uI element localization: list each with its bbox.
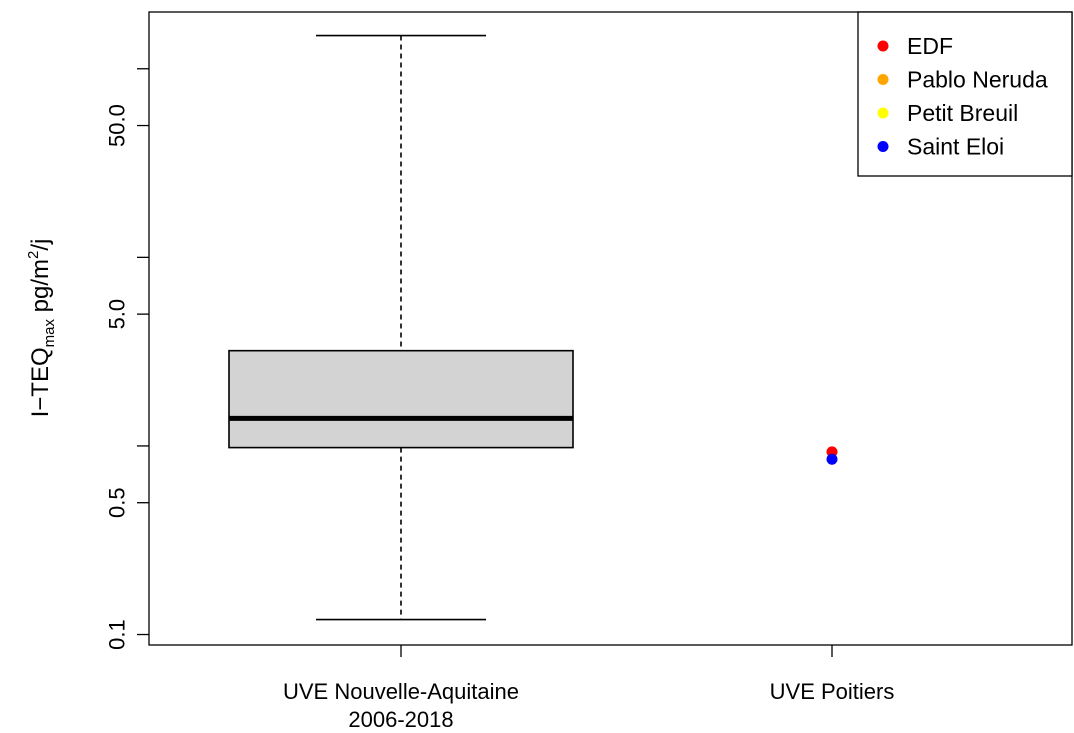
y-tick-label-1: 0.5 xyxy=(105,487,130,518)
iqr-box xyxy=(228,349,574,449)
legend-marker-edf xyxy=(877,40,889,52)
y-tick-label-3: 50.0 xyxy=(105,104,130,147)
y-axis-label-unit: pg/m xyxy=(27,259,54,319)
y-axis-label: I−TEQmax pg/m2/j xyxy=(25,239,58,418)
legend-marker-pablo-neruda xyxy=(877,74,889,85)
x-tick-label-0-line2: 2006-2018 xyxy=(348,707,453,732)
legend: EDF Pablo Neruda Petit Breuil Saint Eloi xyxy=(857,11,1073,177)
legend-label-edf: EDF xyxy=(907,33,953,59)
box-group xyxy=(228,34,574,621)
x-tick-label-0: UVE Nouvelle-Aquitaine xyxy=(283,679,519,704)
y-axis-label-main: I−TEQ xyxy=(27,347,54,417)
plot-frame xyxy=(148,11,1073,646)
legend-marker-petit-breuil xyxy=(877,107,889,119)
legend-label-pablo-neruda: Pablo Neruda xyxy=(907,67,1048,93)
y-axis-label-sub: max xyxy=(41,319,58,348)
y-axis-label-sup: 2 xyxy=(25,251,42,259)
y-tick-label-2: 5.0 xyxy=(105,299,130,330)
point-saint-eloi xyxy=(826,453,838,465)
x-axis: UVE Nouvelle-Aquitaine 2006-2018 UVE Poiti… xyxy=(283,645,894,732)
y-axis-label-tail: /j xyxy=(27,239,54,251)
y-axis: 0.1 0.5 5.0 50.0 xyxy=(105,68,149,650)
y-tick-label-0: 0.1 xyxy=(105,619,130,650)
legend-frame xyxy=(857,11,1073,177)
legend-label-saint-eloi: Saint Eloi xyxy=(907,134,1004,160)
legend-marker-saint-eloi xyxy=(877,141,889,152)
x-tick-label-1: UVE Poitiers xyxy=(770,679,895,704)
points-group xyxy=(826,446,838,465)
legend-label-petit-breuil: Petit Breuil xyxy=(907,100,1018,126)
